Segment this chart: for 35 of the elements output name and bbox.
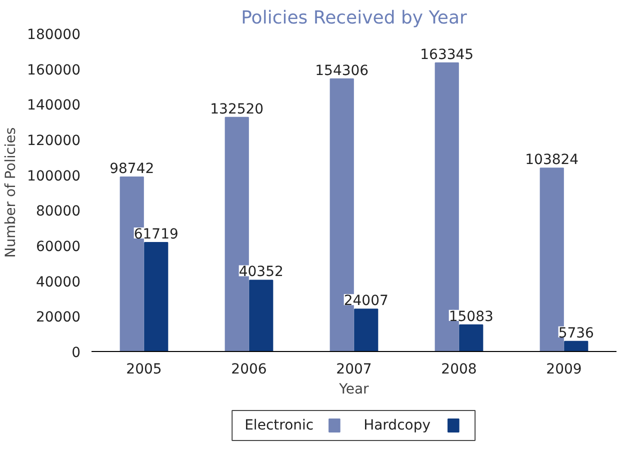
bar — [249, 280, 274, 352]
bar — [459, 324, 484, 352]
y-axis-title: Number of Policies — [3, 127, 20, 258]
legend-label: Hardcopy — [364, 418, 431, 434]
data-label: 154306 — [315, 62, 369, 79]
bar — [144, 242, 168, 352]
chart-title: Policies Received by Year — [241, 8, 468, 28]
x-tick-label: 2008 — [441, 362, 477, 378]
data-label: 98742 — [110, 161, 154, 178]
data-label: 5736 — [558, 325, 594, 342]
data-label: 24007 — [344, 293, 388, 310]
y-tick-label: 140000 — [27, 98, 81, 114]
x-axis-title: Year — [338, 382, 370, 398]
y-tick-label: 60000 — [36, 239, 81, 255]
data-label: 15083 — [448, 308, 494, 325]
y-tick-label: 180000 — [27, 27, 81, 43]
data-label: 103824 — [525, 152, 579, 168]
x-tick-label: 2006 — [231, 362, 267, 378]
data-label: 163345 — [420, 46, 474, 63]
bar — [564, 340, 588, 352]
data-label: 132520 — [210, 101, 264, 118]
y-tick-label: 160000 — [27, 62, 81, 78]
legend-label: Electronic — [244, 418, 314, 434]
y-tick-label: 40000 — [36, 274, 81, 290]
y-tick-label: 80000 — [36, 204, 81, 220]
y-tick-label: 120000 — [27, 133, 81, 149]
x-tick-label: 2007 — [336, 362, 372, 378]
y-tick-label: 0 — [72, 345, 81, 361]
data-label: 40352 — [238, 264, 284, 280]
x-tick-label: 2009 — [546, 362, 582, 378]
data-label: 61719 — [134, 226, 178, 242]
y-tick-label: 20000 — [36, 310, 81, 326]
y-tick-label: 100000 — [27, 168, 81, 184]
x-tick-label: 2005 — [126, 362, 162, 378]
bar — [354, 308, 378, 352]
